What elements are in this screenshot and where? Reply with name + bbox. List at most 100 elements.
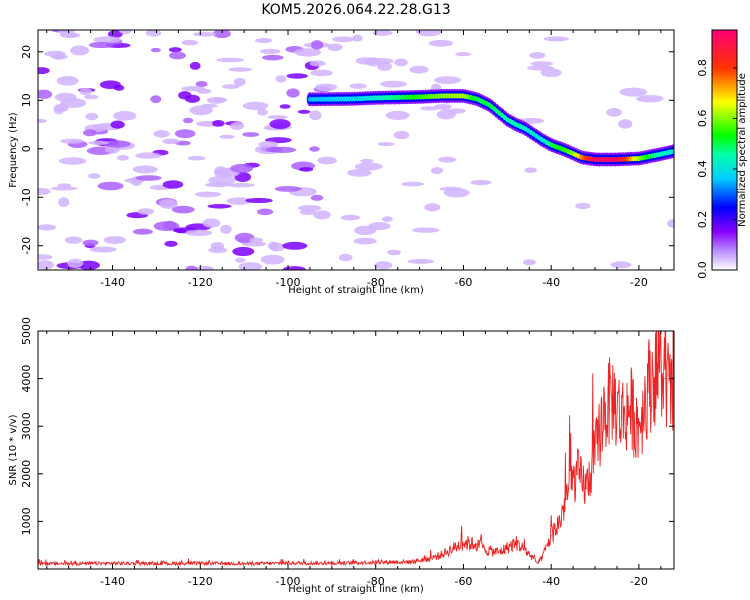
spectrogram-data [38, 30, 674, 270]
noise-blob [53, 104, 65, 115]
signal-point [541, 139, 544, 141]
noise-blob [310, 194, 324, 201]
x-tick-label: -40 [542, 575, 560, 588]
noise-blob [299, 167, 314, 172]
spectrogram-x-label: Height of straight line (km) [288, 285, 424, 296]
noise-blob [54, 92, 77, 102]
y-tick-label: 5000 [20, 317, 33, 345]
x-tick-label: -60 [454, 276, 472, 289]
x-tick-label: -80 [367, 575, 385, 588]
snr-point [68, 563, 70, 565]
snr-point [375, 561, 377, 563]
x-tick-label: -20 [630, 276, 648, 289]
noise-blob [185, 229, 213, 236]
noise-blob [470, 179, 492, 186]
y-tick-label: 0 [20, 145, 33, 152]
noise-blob [309, 146, 320, 152]
noise-blob [162, 180, 184, 189]
noise-blob [67, 258, 84, 268]
noise-blob [377, 61, 392, 71]
noise-blob [242, 132, 260, 137]
colorbar-ticks: 0.0 0.2 0.4 0.6 0.8 [696, 29, 738, 279]
noise-blob [38, 224, 56, 231]
snr-point [537, 562, 539, 564]
noise-blob [407, 258, 435, 264]
noise-blob [216, 57, 245, 63]
noise-blob [44, 50, 66, 57]
signal-point [581, 156, 583, 159]
snr-point [524, 549, 526, 551]
noise-blob [455, 52, 471, 57]
noise-blob [394, 58, 408, 67]
noise-blob [610, 261, 632, 269]
noise-blob [636, 95, 664, 103]
noise-blob [38, 187, 51, 195]
noise-blob [522, 259, 536, 266]
snr-point [620, 416, 623, 418]
noise-blob [412, 227, 440, 233]
noise-blob [168, 47, 182, 53]
noise-blob [382, 216, 393, 223]
snr-point [427, 558, 429, 560]
noise-blob [297, 109, 311, 114]
noise-blob [267, 115, 288, 120]
x-tick-label: -80 [367, 276, 385, 289]
snr-point [541, 556, 544, 558]
y-tick-label: 2000 [20, 460, 33, 488]
signal-core [671, 148, 674, 154]
noise-blob [56, 76, 79, 86]
noise-blob [38, 254, 53, 260]
snr-point [454, 547, 456, 549]
noise-blob [164, 240, 178, 247]
noise-blob [286, 88, 300, 98]
y-tick-label: 1000 [20, 507, 33, 535]
noise-blob [241, 241, 267, 247]
noise-blob [428, 39, 454, 47]
noise-blob [245, 197, 273, 204]
y-tick-label: -10 [20, 188, 33, 206]
signal-point [550, 144, 552, 146]
noise-blob [374, 261, 393, 270]
noise-blob [269, 242, 285, 252]
signal-point [353, 98, 355, 100]
noise-blob [38, 118, 47, 124]
noise-blob [353, 237, 377, 245]
signal-point [515, 123, 517, 126]
noise-blob [162, 138, 180, 145]
signal-point [374, 97, 377, 99]
noise-blob [88, 140, 110, 145]
snr-point [112, 562, 114, 564]
snr-point [629, 406, 631, 408]
noise-blob [113, 84, 125, 91]
noise-blob [275, 75, 287, 83]
noise-blob [530, 61, 553, 67]
snr-point [476, 543, 478, 545]
x-tick-label: -120 [188, 575, 213, 588]
noise-blob [50, 186, 78, 191]
noise-blob [85, 112, 99, 121]
noise-blob [529, 52, 546, 59]
snr-point [410, 561, 412, 563]
x-tick-label: -100 [276, 276, 301, 289]
noise-blob [524, 167, 537, 173]
noise-blob [354, 225, 377, 235]
colorbar-tick-label: 0.6 [696, 110, 709, 128]
y-tick-label: -20 [20, 237, 33, 255]
colorbar-tick-label: 0.2 [696, 211, 709, 229]
noise-blob [212, 120, 225, 127]
noise-blob [255, 37, 273, 44]
noise-blob [132, 165, 158, 174]
snr-x-label: Height of straight line (km) [288, 584, 424, 595]
noise-blob [424, 203, 441, 212]
noise-blob [619, 87, 647, 97]
y-tick-label: 4000 [20, 365, 33, 393]
snr-point [533, 557, 535, 560]
noise-blob [377, 142, 395, 147]
snr-point [199, 562, 201, 564]
noise-blob [230, 121, 245, 131]
noise-blob [543, 36, 569, 42]
noise-blob [618, 119, 633, 129]
noise-blob [113, 111, 137, 121]
noise-blob [103, 236, 127, 244]
